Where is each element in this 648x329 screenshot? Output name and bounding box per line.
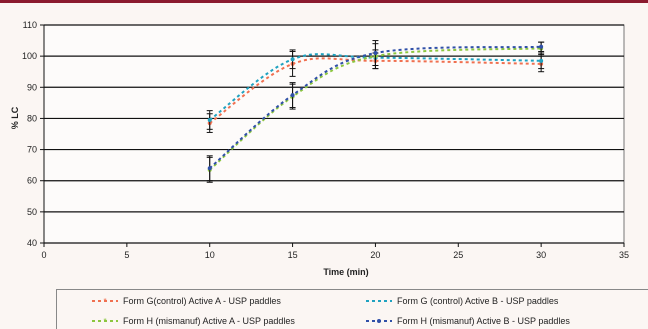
y-tick-label-50: 50	[27, 207, 37, 217]
x-tick-label-0: 0	[41, 250, 46, 260]
y-tick-label-40: 40	[27, 238, 37, 248]
legend-label-0: Form G(control) Active A - USP paddles	[123, 296, 281, 306]
legend-item-2: * Form H (mismanuf) Active A - USP paddl…	[91, 316, 295, 326]
series-line-3	[209, 45, 542, 170]
data-point-1-3	[539, 58, 544, 63]
legend-label-2: Form H (mismanuf) Active A - USP paddles	[123, 316, 295, 326]
legend-swatch-3	[366, 319, 392, 323]
plot-area	[43, 24, 625, 244]
legend-label-1: Form G (control) Active B - USP paddles	[397, 296, 559, 306]
x-axis-label: Time (min)	[323, 267, 368, 277]
y-tick-label-90: 90	[27, 82, 37, 92]
x-tick-label-15: 15	[288, 250, 298, 260]
y-tick-label-70: 70	[27, 145, 37, 155]
series-line-1	[209, 53, 542, 121]
series-line-0	[209, 57, 542, 124]
x-tick-label-35: 35	[619, 250, 629, 260]
legend-swatch-2: *	[92, 317, 118, 325]
series-line-2	[209, 47, 542, 171]
line-chart: 40 50 60 70 80 90 100 110 0 5 10 15 20 25 30 35 Time (mi…	[10, 20, 629, 277]
chart-legend: * Form G(control) Active A - USP paddles…	[56, 289, 648, 329]
y-axis-label: % LC	[10, 106, 20, 129]
data-point-3-1	[290, 93, 295, 98]
legend-swatch-1	[366, 300, 392, 302]
x-tick-label-25: 25	[453, 250, 463, 260]
top-accent-bar	[0, 0, 648, 3]
y-tick-label-100: 100	[22, 51, 37, 61]
svg-text:*: *	[103, 297, 106, 305]
legend-item-0: * Form G(control) Active A - USP paddles	[91, 296, 281, 306]
data-point-1-0	[207, 117, 212, 122]
x-tick-label-5: 5	[124, 250, 129, 260]
x-tick-label-20: 20	[370, 250, 380, 260]
legend-item-1: Form G (control) Active B - USP paddles	[365, 296, 558, 306]
y-tick-label-80: 80	[27, 113, 37, 123]
x-tick-label-30: 30	[536, 250, 546, 260]
y-tick-label-110: 110	[23, 20, 37, 30]
y-tick-label-60: 60	[27, 176, 37, 186]
data-point-3-3	[539, 44, 544, 49]
data-point-1-1	[290, 57, 295, 62]
legend-swatch-0: *	[92, 297, 118, 305]
legend-item-3: Form H (mismanuf) Active B - USP paddles	[365, 316, 570, 326]
data-point-3-2	[373, 51, 378, 56]
data-point-3-0	[207, 166, 212, 171]
legend-label-3: Form H (mismanuf) Active B - USP paddles	[397, 316, 570, 326]
x-tick-label-10: 10	[205, 250, 215, 260]
svg-text:*: *	[103, 317, 106, 325]
